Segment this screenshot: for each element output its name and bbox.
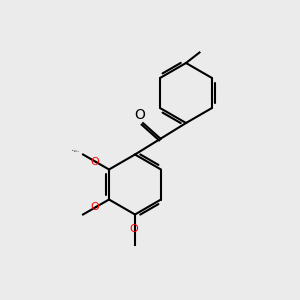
Text: methoxy: methoxy [72, 149, 78, 151]
Text: O: O [129, 224, 138, 235]
Text: O: O [91, 157, 99, 167]
Text: O: O [134, 108, 145, 122]
Text: methoxy: methoxy [74, 151, 80, 152]
Text: O: O [91, 202, 99, 212]
